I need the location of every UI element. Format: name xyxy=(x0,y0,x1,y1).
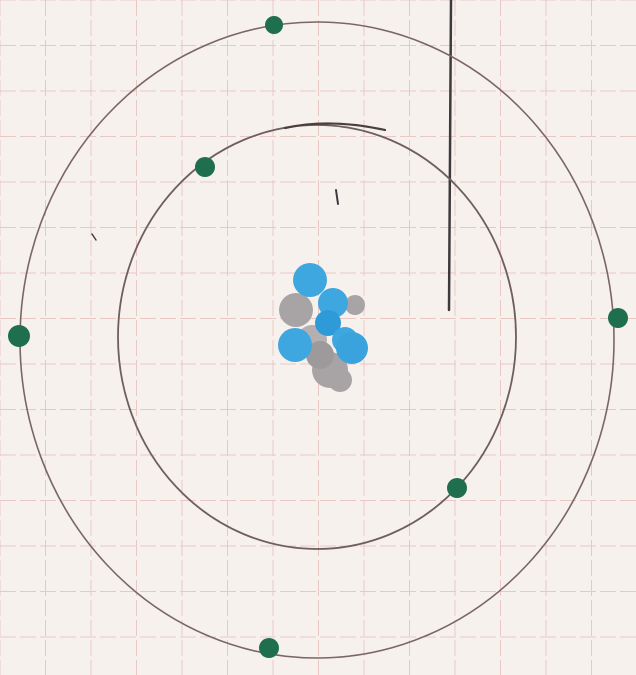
proton xyxy=(336,332,368,364)
neutron xyxy=(279,293,313,327)
pencil-vertical-line xyxy=(447,0,453,312)
electrons xyxy=(8,16,628,658)
nucleus xyxy=(278,263,368,392)
electron xyxy=(195,157,215,177)
proton xyxy=(293,263,327,297)
electron xyxy=(8,325,30,347)
electron xyxy=(259,638,279,658)
proton xyxy=(278,328,312,362)
neutron xyxy=(345,295,365,315)
inner-electron-shell xyxy=(117,124,517,550)
electron xyxy=(265,16,283,34)
neutron xyxy=(328,368,352,392)
proton xyxy=(315,310,341,336)
pencil-tick-mark xyxy=(335,189,339,205)
inner-shell-overdraw xyxy=(283,122,387,132)
neutron xyxy=(306,341,334,369)
electron xyxy=(608,308,628,328)
electron xyxy=(447,478,467,498)
pencil-small-mark xyxy=(91,233,97,241)
